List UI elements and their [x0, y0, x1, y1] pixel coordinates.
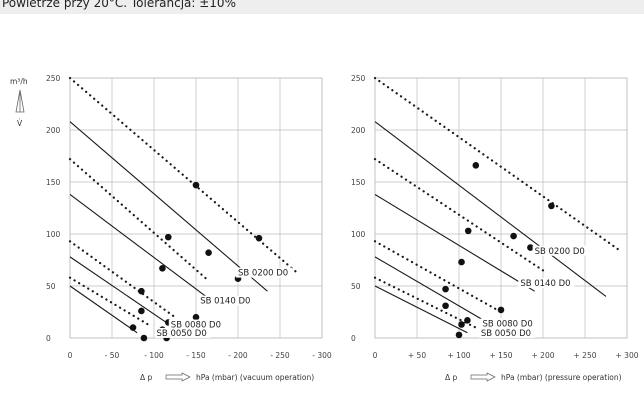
operating-point-marker: [458, 321, 465, 328]
y-tick-label: 50: [351, 282, 361, 291]
operating-point-marker: [192, 181, 200, 189]
y-tick-label: 50: [46, 282, 56, 291]
x-tick-label: 0: [373, 351, 378, 360]
x-tick-label: 0: [68, 351, 73, 360]
x-tick-label: + 200: [532, 351, 555, 360]
y-tick-label: 250: [351, 74, 366, 83]
curve-label-bg: [518, 278, 575, 288]
operating-point-marker: [472, 162, 480, 169]
x-tick-label: + 300: [616, 351, 639, 360]
operating-point-marker: [497, 306, 505, 314]
y-symbol-label: V̇: [17, 119, 23, 128]
y-tick-label: 200: [351, 126, 366, 135]
series-line-solid: [69, 194, 209, 299]
operating-point-marker: [458, 258, 465, 266]
y-tick-label: 0: [46, 334, 51, 343]
y-arrow-icon: [15, 89, 25, 113]
series-line-dotted: [373, 76, 620, 251]
operating-point-marker: [527, 244, 534, 251]
x-tick-label: + 250: [574, 351, 597, 360]
operating-point-marker: [192, 313, 200, 321]
curve-label-bg: [480, 318, 537, 329]
x-axis-label-delta: Δ p: [140, 373, 153, 382]
operating-point-marker: [442, 302, 449, 310]
operating-point-marker: [442, 285, 449, 293]
vacuum-chart: 0 - 50 - 100 - 150 - 200 - 250 - 300 0 50 100 150 2…: [46, 74, 332, 382]
y-tick-label: 100: [46, 230, 61, 239]
curve-label-bg: [154, 327, 211, 338]
curve-label: SB 0080 D0: [171, 321, 221, 331]
operating-point-marker: [129, 324, 137, 331]
series-line-solid: [69, 121, 268, 292]
curve-label-bg: [198, 295, 255, 306]
curve-label-bg: [236, 267, 292, 278]
y-tick-label: 200: [46, 126, 61, 135]
operating-point-marker: [548, 202, 555, 210]
x-tick-label: - 200: [228, 351, 248, 360]
x-axis-label-unit: hPa (mbar) (pressure operation): [501, 373, 622, 382]
series-line-solid: [374, 256, 493, 326]
x-tick-label: + 100: [448, 351, 471, 360]
curve-label: SB 0050 D0: [157, 329, 207, 339]
x-tick-label: + 50: [408, 351, 426, 360]
operating-point-marker: [138, 307, 145, 315]
series-line-dotted: [68, 76, 298, 274]
series-line-dotted: [373, 276, 477, 329]
operating-point-marker: [205, 249, 212, 257]
x-arrow-icon: [165, 372, 191, 382]
operating-point-marker: [510, 232, 517, 240]
series-line-solid: [69, 285, 138, 334]
chart-caption: Powietrze przy 20°C. Tolerancja: ±10%: [2, 0, 236, 10]
pressure-chart: 0 + 50 + 100 + 150 + 200 + 250 + 300 0 50 100 150 2…: [351, 74, 639, 382]
curve-label-bg: [168, 319, 225, 330]
x-tick-label: - 300: [312, 351, 332, 360]
operating-point-marker: [140, 334, 148, 342]
curve-label: SB 0140 D0: [200, 297, 250, 307]
y-tick-label: 0: [351, 334, 356, 343]
curve-label: SB 0140 D0: [520, 279, 570, 289]
y-tick-label: 150: [351, 178, 366, 187]
y-unit-label: m³/h: [10, 77, 28, 86]
curve-label: SB 0050 D0: [481, 329, 531, 339]
caption-band: Powietrze przy 20°C. Tolerancja: ±10%: [0, 0, 644, 14]
series-line-dotted: [373, 158, 545, 272]
operating-point-marker: [159, 265, 166, 272]
series-line-dotted: [68, 276, 151, 327]
series-line-solid: [374, 121, 607, 297]
series-line-solid: [69, 256, 172, 326]
x-tick-label: - 100: [144, 351, 164, 360]
curve-label: SB 0200 D0: [238, 269, 288, 279]
y-tick-label: 250: [46, 74, 61, 83]
plot-frame: [374, 77, 628, 339]
series-line-solid: [374, 194, 535, 292]
operating-point-marker: [164, 233, 172, 241]
x-tick-label: + 150: [490, 351, 513, 360]
x-tick-label: - 250: [270, 351, 290, 360]
y-tick-label: 100: [351, 230, 366, 239]
curve-label-bg: [532, 245, 589, 256]
series-line-solid: [374, 285, 468, 334]
curve-label: SB 0200 D0: [535, 247, 585, 257]
series-line-dotted: [68, 240, 177, 319]
operating-point-marker: [138, 287, 145, 295]
y-tick-label: 150: [46, 178, 61, 187]
x-arrow-icon: [470, 372, 496, 382]
operating-point-marker: [255, 234, 263, 242]
operating-point-marker: [455, 331, 463, 339]
operating-point-marker: [464, 317, 471, 324]
operating-point-marker: [464, 227, 472, 235]
curve-label-bg: [478, 327, 535, 338]
x-tick-label: - 150: [186, 351, 206, 360]
series-line-dotted: [373, 240, 503, 314]
series-line-dotted: [68, 158, 210, 282]
plot-frame: [69, 77, 323, 339]
x-axis-label-unit: hPa (mbar) (vacuum operation): [196, 373, 314, 382]
curve-label: SB 0080 D0: [483, 320, 533, 330]
x-axis-label-delta: Δ p: [445, 373, 458, 382]
x-tick-label: - 50: [105, 351, 120, 360]
